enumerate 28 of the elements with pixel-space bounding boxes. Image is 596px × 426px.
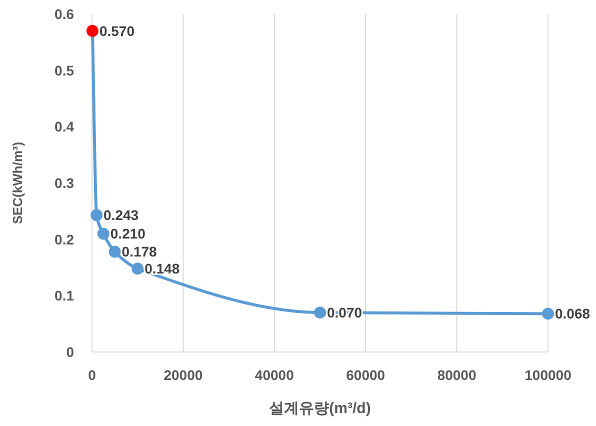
data-label: 0.178 <box>122 244 158 260</box>
y-tick-label: 0.6 <box>54 6 74 22</box>
x-tick-label: 0 <box>88 367 96 383</box>
x-tick-label: 40000 <box>254 367 294 383</box>
point <box>97 228 110 240</box>
y-tick-label: 0.4 <box>54 118 74 135</box>
data-label: 0.243 <box>104 207 139 224</box>
point <box>86 24 98 37</box>
data-label: 0.210 <box>110 226 146 242</box>
point <box>108 246 121 258</box>
x-tick-label: 60000 <box>346 367 386 383</box>
x-tick-label: 20000 <box>164 367 203 383</box>
point <box>542 308 554 320</box>
point <box>90 209 103 222</box>
point <box>314 306 326 319</box>
x-tick-label: 80000 <box>437 367 476 383</box>
data-label: 0.068 <box>555 306 590 322</box>
point <box>132 262 144 275</box>
y-tick-label: 0.2 <box>54 231 74 248</box>
x-axis-title: 설계유량(m³/d) <box>269 400 371 417</box>
data-label: 0.570 <box>99 22 135 39</box>
y-tick-label: 0.3 <box>54 175 74 191</box>
y-tick-label: 0.1 <box>54 288 74 304</box>
y-axis-title: SEC(kWh/m³) <box>10 142 25 224</box>
y-tick-label: 0.5 <box>54 62 74 78</box>
data-label: 0.148 <box>144 260 180 277</box>
y-tick-label: 0 <box>66 344 74 360</box>
x-tick-label: 100000 <box>524 367 572 383</box>
